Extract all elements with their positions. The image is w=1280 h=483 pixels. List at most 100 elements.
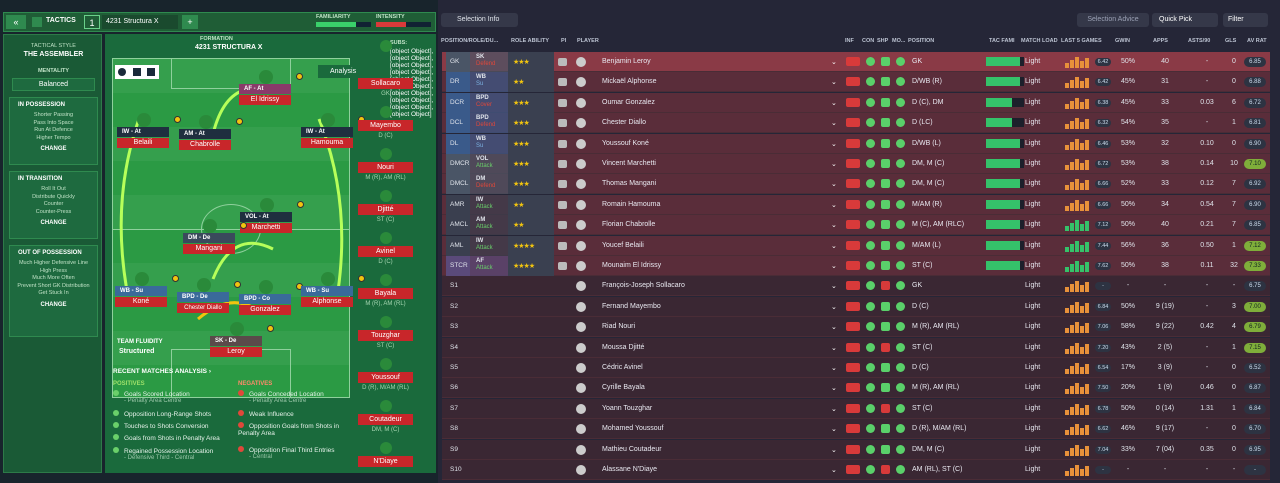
- recent-matches-link[interactable]: RECENT MATCHES ANALYSIS ›: [113, 368, 211, 375]
- pi-icon[interactable]: [558, 200, 567, 209]
- player-name[interactable]: Mounaim El Idrissy: [602, 262, 662, 269]
- slot-cell[interactable]: [446, 154, 470, 174]
- col-avrat[interactable]: AV RAT: [1247, 38, 1267, 44]
- col-posrole[interactable]: POSITION/ROLE/DU...: [441, 38, 499, 44]
- role-cell[interactable]: [470, 113, 508, 134]
- col-player[interactable]: PLAYER: [577, 38, 599, 44]
- col-asts90[interactable]: ASTS/90: [1188, 38, 1211, 44]
- ip-change-button[interactable]: CHANGE: [40, 146, 67, 152]
- chevron-down-icon[interactable]: ⌄: [831, 263, 837, 270]
- player-row[interactable]: S1 François-Joseph Sollacaro ⌄ GK Light - - - - -…: [442, 276, 1270, 297]
- chevron-down-icon[interactable]: ⌄: [831, 79, 837, 87]
- player-row[interactable]: DL WB Su ★★★ Youssouf Koné ⌄ D/WB (L) Light 6.46…: [442, 133, 1270, 154]
- style-value[interactable]: THE ASSEMBLER: [23, 51, 84, 58]
- chevron-down-icon[interactable]: ⌄: [831, 446, 837, 454]
- role-cell[interactable]: [470, 174, 508, 195]
- view-toggle[interactable]: [115, 65, 159, 79]
- player-name[interactable]: Mickaël Alphonse: [602, 78, 657, 86]
- chevron-down-icon[interactable]: ⌄: [831, 467, 837, 474]
- pi-icon[interactable]: [558, 241, 567, 250]
- pi-icon[interactable]: [558, 180, 567, 189]
- slot-cell[interactable]: [446, 194, 470, 215]
- chevron-down-icon[interactable]: ⌄: [831, 140, 837, 148]
- role-cell[interactable]: [470, 92, 508, 113]
- role-cell[interactable]: [470, 52, 508, 72]
- col-gwin[interactable]: GWIN: [1115, 38, 1130, 44]
- chevron-down-icon[interactable]: ⌄: [831, 283, 837, 291]
- player-name[interactable]: Romain Hamouma: [602, 200, 661, 208]
- info-icon[interactable]: [118, 68, 126, 76]
- pi-icon[interactable]: [558, 119, 567, 128]
- it-change-button[interactable]: CHANGE: [40, 220, 67, 226]
- analysis-button[interactable]: Analysis: [318, 65, 364, 78]
- mentality-select[interactable]: Balanced: [12, 78, 95, 91]
- chevron-down-icon[interactable]: ⌄: [831, 222, 837, 230]
- col-shp[interactable]: SHP: [877, 38, 889, 44]
- formation-value[interactable]: 4231 STRUCTURA X: [195, 44, 263, 51]
- col-position[interactable]: POSITION: [908, 38, 935, 44]
- player-row[interactable]: S4 Moussa Djitté ⌄ ST (C) Light 7.20 43% 2 (5) -…: [442, 337, 1270, 358]
- player-row[interactable]: S5 Cédric Avinel ⌄ D (C) Light 6.54 17% 3 (9) - 0…: [442, 358, 1270, 378]
- player-name[interactable]: Riad Nouri: [602, 323, 636, 331]
- pi-icon[interactable]: [558, 262, 567, 270]
- chevron-down-icon[interactable]: ⌄: [831, 161, 837, 168]
- chevron-down-icon[interactable]: ⌄: [831, 201, 837, 209]
- player-row[interactable]: DMCL DM Defend ★★★ Thomas Mangani ⌄ DM, M (C) L…: [442, 174, 1270, 195]
- chevron-down-icon[interactable]: ⌄: [831, 99, 837, 107]
- slot-cell[interactable]: [446, 52, 470, 72]
- role-cell[interactable]: [470, 154, 508, 174]
- player-name[interactable]: Cyrille Bayala: [602, 384, 645, 392]
- chevron-down-icon[interactable]: ⌄: [831, 324, 837, 332]
- oop-change-button[interactable]: CHANGE: [40, 301, 67, 308]
- col-mo[interactable]: MO...: [892, 38, 906, 44]
- player-row[interactable]: S6 Cyrille Bayala ⌄ M (R), AM (RL) Light 7.50…: [442, 378, 1270, 399]
- player-name[interactable]: Moussa Djitté: [602, 343, 645, 351]
- player-row[interactable]: DCL BPD Defend ★★★ Chester Diallo ⌄ D (LC) Ligh…: [442, 113, 1270, 134]
- role-cell[interactable]: [470, 256, 508, 276]
- player-name[interactable]: Thomas Mangani: [602, 180, 657, 188]
- filter-button[interactable]: Filter: [1223, 13, 1268, 27]
- slot-cell[interactable]: [446, 256, 470, 276]
- player-name[interactable]: François-Joseph Sollacaro: [602, 282, 685, 290]
- pi-icon[interactable]: [558, 221, 567, 230]
- tactic-slot[interactable]: 1: [84, 15, 100, 29]
- list-icon[interactable]: [147, 68, 155, 76]
- col-inf[interactable]: INF: [845, 38, 854, 44]
- col-con[interactable]: CON: [862, 38, 875, 44]
- slot-cell[interactable]: [446, 174, 470, 195]
- col-gls[interactable]: GLS: [1225, 38, 1237, 44]
- player-row[interactable]: S3 Riad Nouri ⌄ M (R), AM (RL) Light 7.06 58% 9…: [442, 317, 1270, 338]
- role-cell[interactable]: [470, 194, 508, 215]
- role-cell[interactable]: [470, 72, 508, 93]
- player-row[interactable]: S10 Alassane N'Diaye ⌄ AM (RL), ST (C) Light…: [442, 460, 1270, 480]
- player-name[interactable]: Fernand Mayembo: [602, 302, 661, 310]
- slot-cell[interactable]: [446, 235, 470, 256]
- col-apps[interactable]: APPS: [1153, 38, 1168, 44]
- player-row[interactable]: DCR BPD Cover ★★★ Oumar Gonzalez ⌄ D (C), DM Li…: [442, 92, 1270, 113]
- selection-info-button[interactable]: Selection Info: [441, 13, 518, 27]
- pi-icon[interactable]: [558, 58, 567, 66]
- player-row[interactable]: AMR IW Attack ★★ Romain Hamouma ⌄ M/AM (R) Ligh…: [442, 194, 1270, 215]
- player-row[interactable]: STCR AF Attack ★★★★ Mounaim El Idrissy ⌄ ST (C…: [442, 256, 1270, 276]
- col-role-ability[interactable]: ROLE ABILITY: [511, 38, 549, 44]
- chevron-down-icon[interactable]: ⌄: [831, 385, 837, 393]
- slot-cell[interactable]: [446, 133, 470, 154]
- slot-cell[interactable]: [446, 215, 470, 236]
- player-name[interactable]: Chester Diallo: [602, 119, 646, 127]
- col-last5[interactable]: LAST 5 GAMES: [1061, 38, 1102, 44]
- chevron-down-icon[interactable]: ⌄: [831, 303, 837, 311]
- player-row[interactable]: GK SK Defend ★★★ Benjamin Leroy ⌄ GK Light 6.42 5…: [442, 52, 1270, 72]
- player-row[interactable]: AMCL AM Attack ★★ Florian Chabrolle ⌄ M (C), A…: [442, 215, 1270, 236]
- player-row[interactable]: DMCR VOL Attack ★★★ Vincent Marchetti ⌄ DM, M …: [442, 154, 1270, 174]
- player-name[interactable]: Mathieu Coutadeur: [602, 445, 662, 453]
- chevron-down-icon[interactable]: ⌄: [831, 426, 837, 434]
- player-name[interactable]: Alassane N'Diaye: [602, 466, 658, 473]
- pi-icon[interactable]: [558, 98, 567, 107]
- pi-icon[interactable]: [558, 160, 567, 168]
- player-name[interactable]: Yoann Touzghar: [602, 404, 653, 412]
- role-cell[interactable]: [470, 215, 508, 236]
- player-name[interactable]: Oumar Gonzalez: [602, 98, 655, 106]
- selection-advice-button[interactable]: Selection Advice: [1077, 13, 1149, 27]
- player-row[interactable]: S7 Yoann Touzghar ⌄ ST (C) Light 6.78 50% 0 (14…: [442, 398, 1270, 419]
- chevron-down-icon[interactable]: ⌄: [831, 181, 837, 189]
